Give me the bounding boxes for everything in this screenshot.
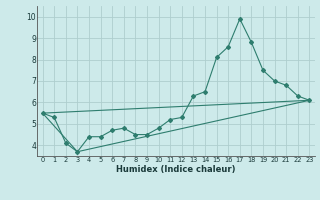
X-axis label: Humidex (Indice chaleur): Humidex (Indice chaleur) [116, 165, 236, 174]
